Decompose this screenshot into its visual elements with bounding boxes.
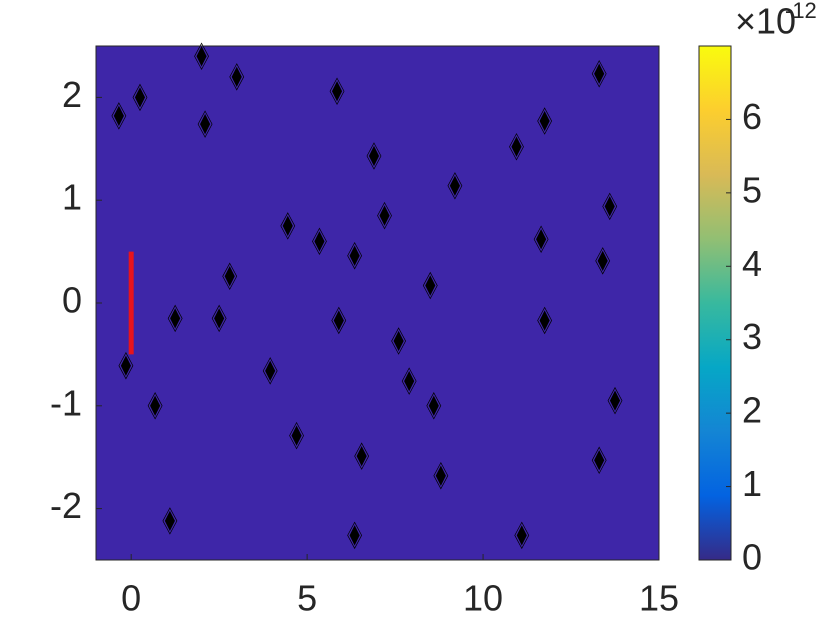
colorbar-tick-label: 3 [742, 316, 762, 357]
contour-blob [224, 266, 235, 287]
colorbar-exponent-power: -12 [785, 0, 817, 23]
contour-ring [162, 507, 178, 535]
contour-ring [591, 446, 607, 475]
contour-ring [194, 42, 209, 71]
contour-blob [314, 231, 325, 252]
contour-blob [265, 360, 276, 381]
colorbar-exponent-base: ×10 [735, 1, 796, 42]
contour-blob [113, 105, 124, 127]
contour-ring [222, 262, 238, 291]
contour-blob [516, 525, 527, 546]
plot-background [96, 46, 659, 560]
contour-ring [312, 227, 327, 256]
contour-blob [449, 175, 460, 196]
contour-ring [167, 304, 183, 333]
colorbar-tick-label: 6 [742, 96, 762, 137]
y-tick-label: 0 [62, 280, 82, 321]
contour-ring [347, 521, 363, 550]
contour-blob [368, 145, 380, 167]
contour-blob [231, 66, 242, 87]
contour-blob [379, 205, 390, 226]
contour-blob [609, 390, 621, 411]
contour-ring [514, 521, 530, 550]
contour-blob [170, 308, 181, 329]
colorbar-tick-label: 4 [742, 243, 762, 284]
y-tick-label: 2 [62, 74, 82, 115]
colorbar-tick-label: 1 [742, 463, 762, 504]
y-tick-label: -2 [50, 485, 82, 526]
colorbar-tick-label: 0 [742, 537, 762, 578]
contour-ring [289, 421, 304, 450]
colorbar-tick-label: 5 [742, 169, 762, 210]
contour-ring [132, 83, 148, 112]
x-tick-label: 0 [121, 578, 141, 619]
contour-blob [511, 136, 522, 157]
contour-blob [134, 87, 146, 108]
contour-ring [229, 63, 245, 91]
contour-blob [349, 245, 360, 266]
contour-blob [200, 114, 211, 135]
contour-ring [426, 392, 442, 420]
contour-ring [329, 77, 345, 105]
contour-ring [401, 367, 417, 395]
contour-blob [356, 446, 367, 467]
contour-ring [118, 351, 134, 380]
contour-ring [377, 201, 392, 230]
contour-blob [404, 371, 415, 392]
contour-ring [509, 133, 524, 161]
contour-ring [280, 212, 296, 240]
contour-ring [347, 241, 363, 270]
contour-blob [214, 308, 225, 329]
contour-blob [604, 196, 615, 217]
contour-ring [607, 386, 623, 415]
contour-ring [111, 102, 127, 130]
x-tick-label: 5 [297, 578, 317, 619]
contour-ring [537, 306, 553, 335]
contour-blob [435, 465, 446, 486]
colorbar-tick-label: 2 [742, 390, 762, 431]
x-tick-label: 10 [463, 578, 503, 619]
contour-blob [282, 215, 293, 237]
colorbar [698, 45, 732, 561]
contour-ring [537, 107, 553, 135]
y-tick-label: 1 [62, 177, 82, 218]
x-tick-label: 15 [639, 578, 679, 619]
contour-ring [262, 357, 278, 385]
y-tick-label: -1 [50, 382, 82, 423]
contour-blob [539, 110, 550, 132]
contour-ring [533, 225, 549, 254]
contour-ring [602, 192, 618, 221]
contour-blob [196, 46, 207, 67]
contour-ring [354, 442, 370, 470]
contour-blob [291, 425, 302, 446]
contour-ring [366, 142, 382, 170]
contour-ring [211, 304, 227, 333]
contour-ring [591, 60, 607, 88]
contour-ring [391, 327, 407, 355]
contour-ring [422, 271, 438, 300]
contour-blob [331, 81, 343, 102]
contour-blob [349, 525, 360, 546]
contour-blob [164, 510, 175, 532]
contour-blob [597, 250, 608, 271]
contour-blob [393, 330, 404, 352]
contour-blob [428, 395, 439, 416]
contour-ring [147, 392, 163, 420]
contour-blob [539, 310, 550, 331]
contour-blob [594, 450, 605, 471]
contour-blob [536, 229, 547, 250]
contour-blob [120, 355, 131, 376]
contour-ring [447, 172, 463, 200]
contour-blob [594, 63, 605, 84]
contour-blob [150, 395, 161, 416]
contour-ring [595, 247, 611, 275]
contour-blob [333, 310, 344, 331]
contour-ring [197, 110, 213, 138]
contour-ring [331, 306, 347, 335]
contour-blob [425, 275, 436, 296]
contour-ring [433, 461, 449, 490]
